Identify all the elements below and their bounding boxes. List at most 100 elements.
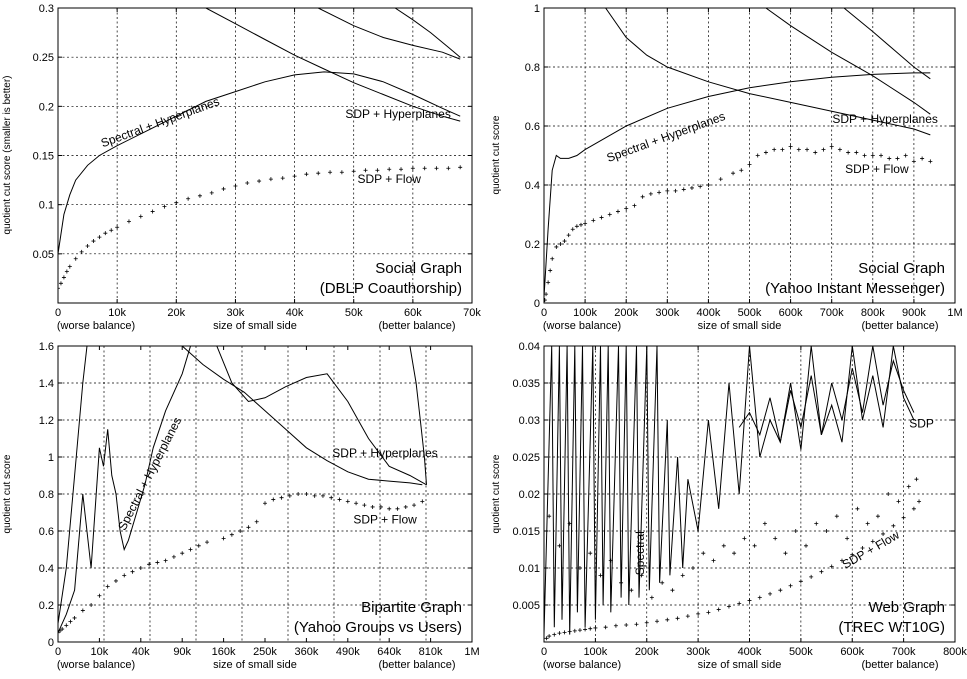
data-point xyxy=(577,566,582,570)
series-line-2 xyxy=(605,8,931,136)
data-point xyxy=(174,200,179,205)
data-point xyxy=(566,233,571,238)
data-point xyxy=(337,497,342,502)
x-note-right: (better balance) xyxy=(861,659,938,671)
chart-panel-2: 0 100k 200k 300k 400k 500k 600k 700k 800k 900k 1M 0… xyxy=(491,3,963,332)
data-point xyxy=(752,543,757,548)
data-point xyxy=(399,167,404,172)
x-tick-label: 40k xyxy=(286,307,304,319)
series-annotation: SDP + Hyperplanes xyxy=(832,112,938,126)
y-axis-label: quotient cut score (smaller is better) xyxy=(2,76,13,235)
y-tick-label: 0.8 xyxy=(39,489,54,501)
data-point xyxy=(345,499,350,504)
y-tick-label: 0.035 xyxy=(512,378,540,390)
data-point xyxy=(546,280,551,285)
data-point xyxy=(680,573,685,578)
data-point xyxy=(895,156,900,161)
series-line-3 xyxy=(181,346,423,486)
series-line-1 xyxy=(58,71,461,254)
chart-panel-3: 0 10k 40k 90k 160k 250k 360k 490k 640k 810k 1M 0 0.2… xyxy=(2,341,480,671)
y-tick-label: 0.015 xyxy=(512,526,540,538)
data-point xyxy=(887,156,892,161)
data-point xyxy=(886,492,891,496)
data-point xyxy=(280,176,285,181)
data-point xyxy=(91,239,96,244)
data-point xyxy=(673,188,678,193)
data-point xyxy=(567,521,572,526)
data-point xyxy=(420,499,425,504)
data-point xyxy=(870,153,875,158)
data-point xyxy=(552,632,557,637)
data-point xyxy=(648,191,653,196)
series-line-4 xyxy=(843,8,931,80)
series-group xyxy=(58,346,427,635)
data-point xyxy=(657,190,662,195)
x-tick-label: 20k xyxy=(167,307,185,319)
data-point xyxy=(316,171,321,176)
data-point xyxy=(860,546,865,551)
data-point xyxy=(780,147,785,152)
chart-subtitle: (TREC WT10G) xyxy=(838,619,945,636)
x-tick-label: 40k xyxy=(132,646,150,658)
data-point xyxy=(362,503,367,508)
data-point xyxy=(598,573,603,578)
data-point xyxy=(79,249,84,254)
data-point xyxy=(245,181,250,186)
y-tick-label: 0.04 xyxy=(519,341,540,353)
data-point xyxy=(690,566,695,570)
data-point xyxy=(221,186,226,191)
data-point xyxy=(837,147,842,152)
data-point xyxy=(739,168,744,173)
series-annotation: SDP + Flow xyxy=(357,172,421,186)
data-point xyxy=(821,147,826,152)
data-point xyxy=(354,501,359,506)
data-point xyxy=(378,504,383,509)
x-tick-label: 70k xyxy=(463,307,481,319)
data-point xyxy=(363,168,368,173)
y-tick-label: 0.2 xyxy=(39,101,54,113)
data-point xyxy=(150,209,155,214)
data-point xyxy=(558,242,563,246)
data-point xyxy=(681,187,686,192)
y-axis-label: quotient cut score xyxy=(491,454,502,533)
y-tick-label: 0.05 xyxy=(33,249,54,261)
series-annotation: SDP + Hyperplanes xyxy=(345,107,451,121)
x-tick-label: 160k xyxy=(212,646,236,658)
x-tick-label: 600k xyxy=(840,646,864,658)
data-point xyxy=(58,281,63,286)
data-point xyxy=(422,166,427,171)
series-line-3 xyxy=(317,8,461,60)
data-point xyxy=(304,172,309,177)
data-point xyxy=(593,625,598,630)
data-point xyxy=(58,630,60,635)
data-point xyxy=(115,225,120,230)
data-point xyxy=(903,153,908,158)
data-point xyxy=(881,531,886,536)
data-point xyxy=(798,579,803,584)
x-note-left: (worse balance) xyxy=(57,659,135,671)
x-tick-label: 300k xyxy=(655,307,679,319)
y-tick-label: 0.4 xyxy=(39,563,54,575)
data-point xyxy=(163,558,168,563)
x-axis-label: size of small side xyxy=(698,320,782,332)
y-axis-label: quotient cut score xyxy=(491,115,502,194)
data-point xyxy=(155,560,160,565)
y-tick-label: 1 xyxy=(534,3,540,15)
y-tick-label: 1 xyxy=(48,452,54,464)
y-tick-label: 0.8 xyxy=(525,62,540,74)
series-annotation: SDP + Flow xyxy=(845,162,909,176)
data-point xyxy=(583,627,588,632)
data-point xyxy=(870,539,875,544)
data-point xyxy=(629,588,634,593)
x-tick-label: 700k xyxy=(820,307,844,319)
data-point xyxy=(97,593,102,598)
data-point xyxy=(607,212,612,217)
series-line-1 xyxy=(58,346,427,634)
y-tick-label: 0.03 xyxy=(519,415,540,427)
data-point xyxy=(879,153,884,158)
y-tick-label: 1.6 xyxy=(39,341,54,353)
data-point xyxy=(788,144,793,149)
data-point xyxy=(783,551,788,556)
data-point xyxy=(920,156,925,161)
